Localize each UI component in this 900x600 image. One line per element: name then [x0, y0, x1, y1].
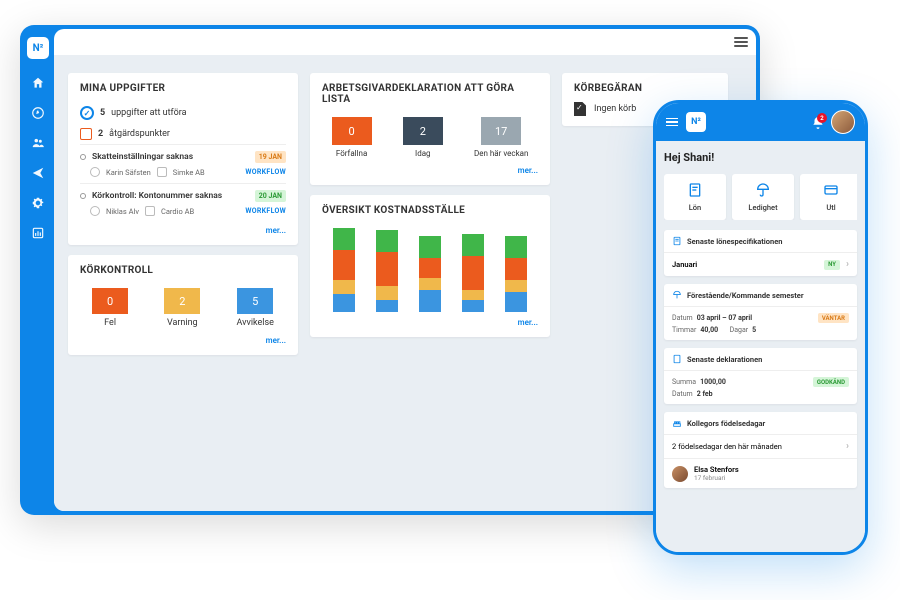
declaration-title: ARBETSGIVARDEKLARATION ATT GÖRA LISTA	[322, 83, 538, 105]
runcheck-title: KÖRKONTROLL	[80, 265, 286, 276]
quick-action[interactable]: Utl	[800, 174, 857, 220]
chevron-right-icon: ›	[846, 259, 849, 270]
send-icon[interactable]	[31, 165, 45, 179]
quick-actions: Lön Ledighet Utl	[664, 174, 857, 220]
task-count-row[interactable]: 5 uppgifter att utföra	[80, 102, 286, 124]
document-icon	[574, 102, 586, 116]
gear-icon[interactable]	[31, 195, 45, 209]
payslip-card[interactable]: Senaste lönespecifikationen Januari NY ›	[664, 230, 857, 276]
chevron-right-icon: ›	[846, 441, 849, 452]
building-icon	[157, 167, 167, 177]
status-tile[interactable]: 0 Förfallna	[332, 117, 372, 158]
greeting: Hej Shani!	[664, 151, 857, 164]
desktop-window: N² ✓ ● MINA UPPGIFTER 5 uppgifter att	[20, 25, 760, 515]
status-tile[interactable]: 17 Den här veckan	[474, 117, 528, 158]
app-logo[interactable]: N²	[27, 37, 49, 59]
vacation-card[interactable]: Förestående/Kommande semester Datum 03 a…	[664, 284, 857, 340]
mobile-logo[interactable]: N²	[686, 112, 706, 132]
status-tile[interactable]: 5 Avvikelse	[236, 288, 273, 328]
runcheck-card: KÖRKONTROLL 0 Fel 2 Varning 5 Avvikelse …	[68, 255, 298, 355]
colleague-avatar	[672, 466, 688, 482]
building-icon	[145, 206, 155, 216]
quick-action[interactable]: Lön	[664, 174, 726, 220]
doc-icon	[687, 182, 703, 198]
pending-badge: VÄNTAR	[818, 313, 849, 323]
status-tile[interactable]: 2 Varning	[164, 288, 200, 328]
topbar	[54, 29, 756, 55]
chart-bar	[376, 230, 398, 312]
approved-badge: GODKÄND	[813, 377, 849, 387]
workflow-link[interactable]: WORKFLOW	[245, 207, 286, 215]
compass-icon[interactable]	[31, 105, 45, 119]
declaration-more-link[interactable]: mer...	[322, 166, 538, 175]
status-tile[interactable]: 2 Idag	[403, 117, 443, 158]
card-icon	[823, 182, 839, 198]
mobile-body: Hej Shani! Lön Ledighet Utl Senaste löne…	[656, 141, 865, 552]
request-text: Ingen körb	[594, 104, 636, 114]
quick-action[interactable]: Ledighet	[732, 174, 794, 220]
canvas: ✓ ● MINA UPPGIFTER 5 uppgifter att utför…	[54, 29, 756, 511]
overview-more-link[interactable]: mer...	[322, 318, 538, 327]
tasks-more-link[interactable]: mer...	[80, 226, 286, 235]
chart-bar	[333, 228, 355, 312]
new-badge: NY	[824, 260, 840, 270]
home-icon[interactable]	[31, 75, 45, 89]
overview-card: ÖVERSIKT KOSTNADSSTÄLLE mer...	[310, 195, 550, 337]
runcheck-more-link[interactable]: mer...	[80, 336, 286, 345]
tasks-card: MINA UPPGIFTER 5 uppgifter att utföra 2 …	[68, 73, 298, 245]
mobile-device: N² 2 Hej Shani! Lön Ledighet Utl Senast	[653, 100, 868, 555]
stacked-bar-chart	[322, 224, 538, 314]
payslip-icon	[672, 236, 682, 246]
bell-icon[interactable]: 2	[811, 115, 825, 129]
declaration-card: ARBETSGIVARDEKLARATION ATT GÖRA LISTA 0 …	[310, 73, 550, 185]
mobile-header: N² 2	[656, 103, 865, 141]
task-item[interactable]: Körkontroll: Kontonummer saknas 20 JAN N…	[80, 183, 286, 222]
person-icon	[90, 206, 100, 216]
cake-icon	[672, 418, 682, 428]
umbrella-icon	[755, 182, 771, 198]
workflow-link[interactable]: WORKFLOW	[245, 168, 286, 176]
left-nav: N²	[24, 29, 52, 511]
avatar[interactable]	[831, 110, 855, 134]
chart-bar	[462, 234, 484, 312]
declaration-icon	[672, 354, 682, 364]
dashboard-content: MINA UPPGIFTER 5 uppgifter att utföra 2 …	[54, 55, 756, 511]
request-title: KÖRBEGÄRAN	[574, 83, 716, 94]
mobile-menu-icon[interactable]	[666, 118, 678, 127]
menu-icon[interactable]	[734, 37, 748, 47]
m-declaration-card[interactable]: Senaste deklarationen Summa 1000,00 GODK…	[664, 348, 857, 404]
overview-title: ÖVERSIKT KOSTNADSSTÄLLE	[322, 205, 538, 216]
chart-bar	[505, 236, 527, 312]
check-icon	[80, 106, 94, 120]
person-icon	[90, 167, 100, 177]
birthdays-card[interactable]: Kollegors födelsedagar 2 födelsedagar de…	[664, 412, 857, 488]
status-tile[interactable]: 0 Fel	[92, 288, 128, 328]
notification-badge: 2	[817, 113, 827, 123]
chart-bar	[419, 236, 441, 312]
action-count-row[interactable]: 2 åtgärdspunkter	[80, 124, 286, 144]
people-icon[interactable]	[31, 135, 45, 149]
task-item[interactable]: Skatteinställningar saknas 19 JAN Karin …	[80, 144, 286, 183]
tasks-title: MINA UPPGIFTER	[80, 83, 286, 94]
calendar-icon	[80, 128, 92, 140]
vacation-icon	[672, 290, 682, 300]
chart-icon[interactable]	[31, 225, 45, 239]
